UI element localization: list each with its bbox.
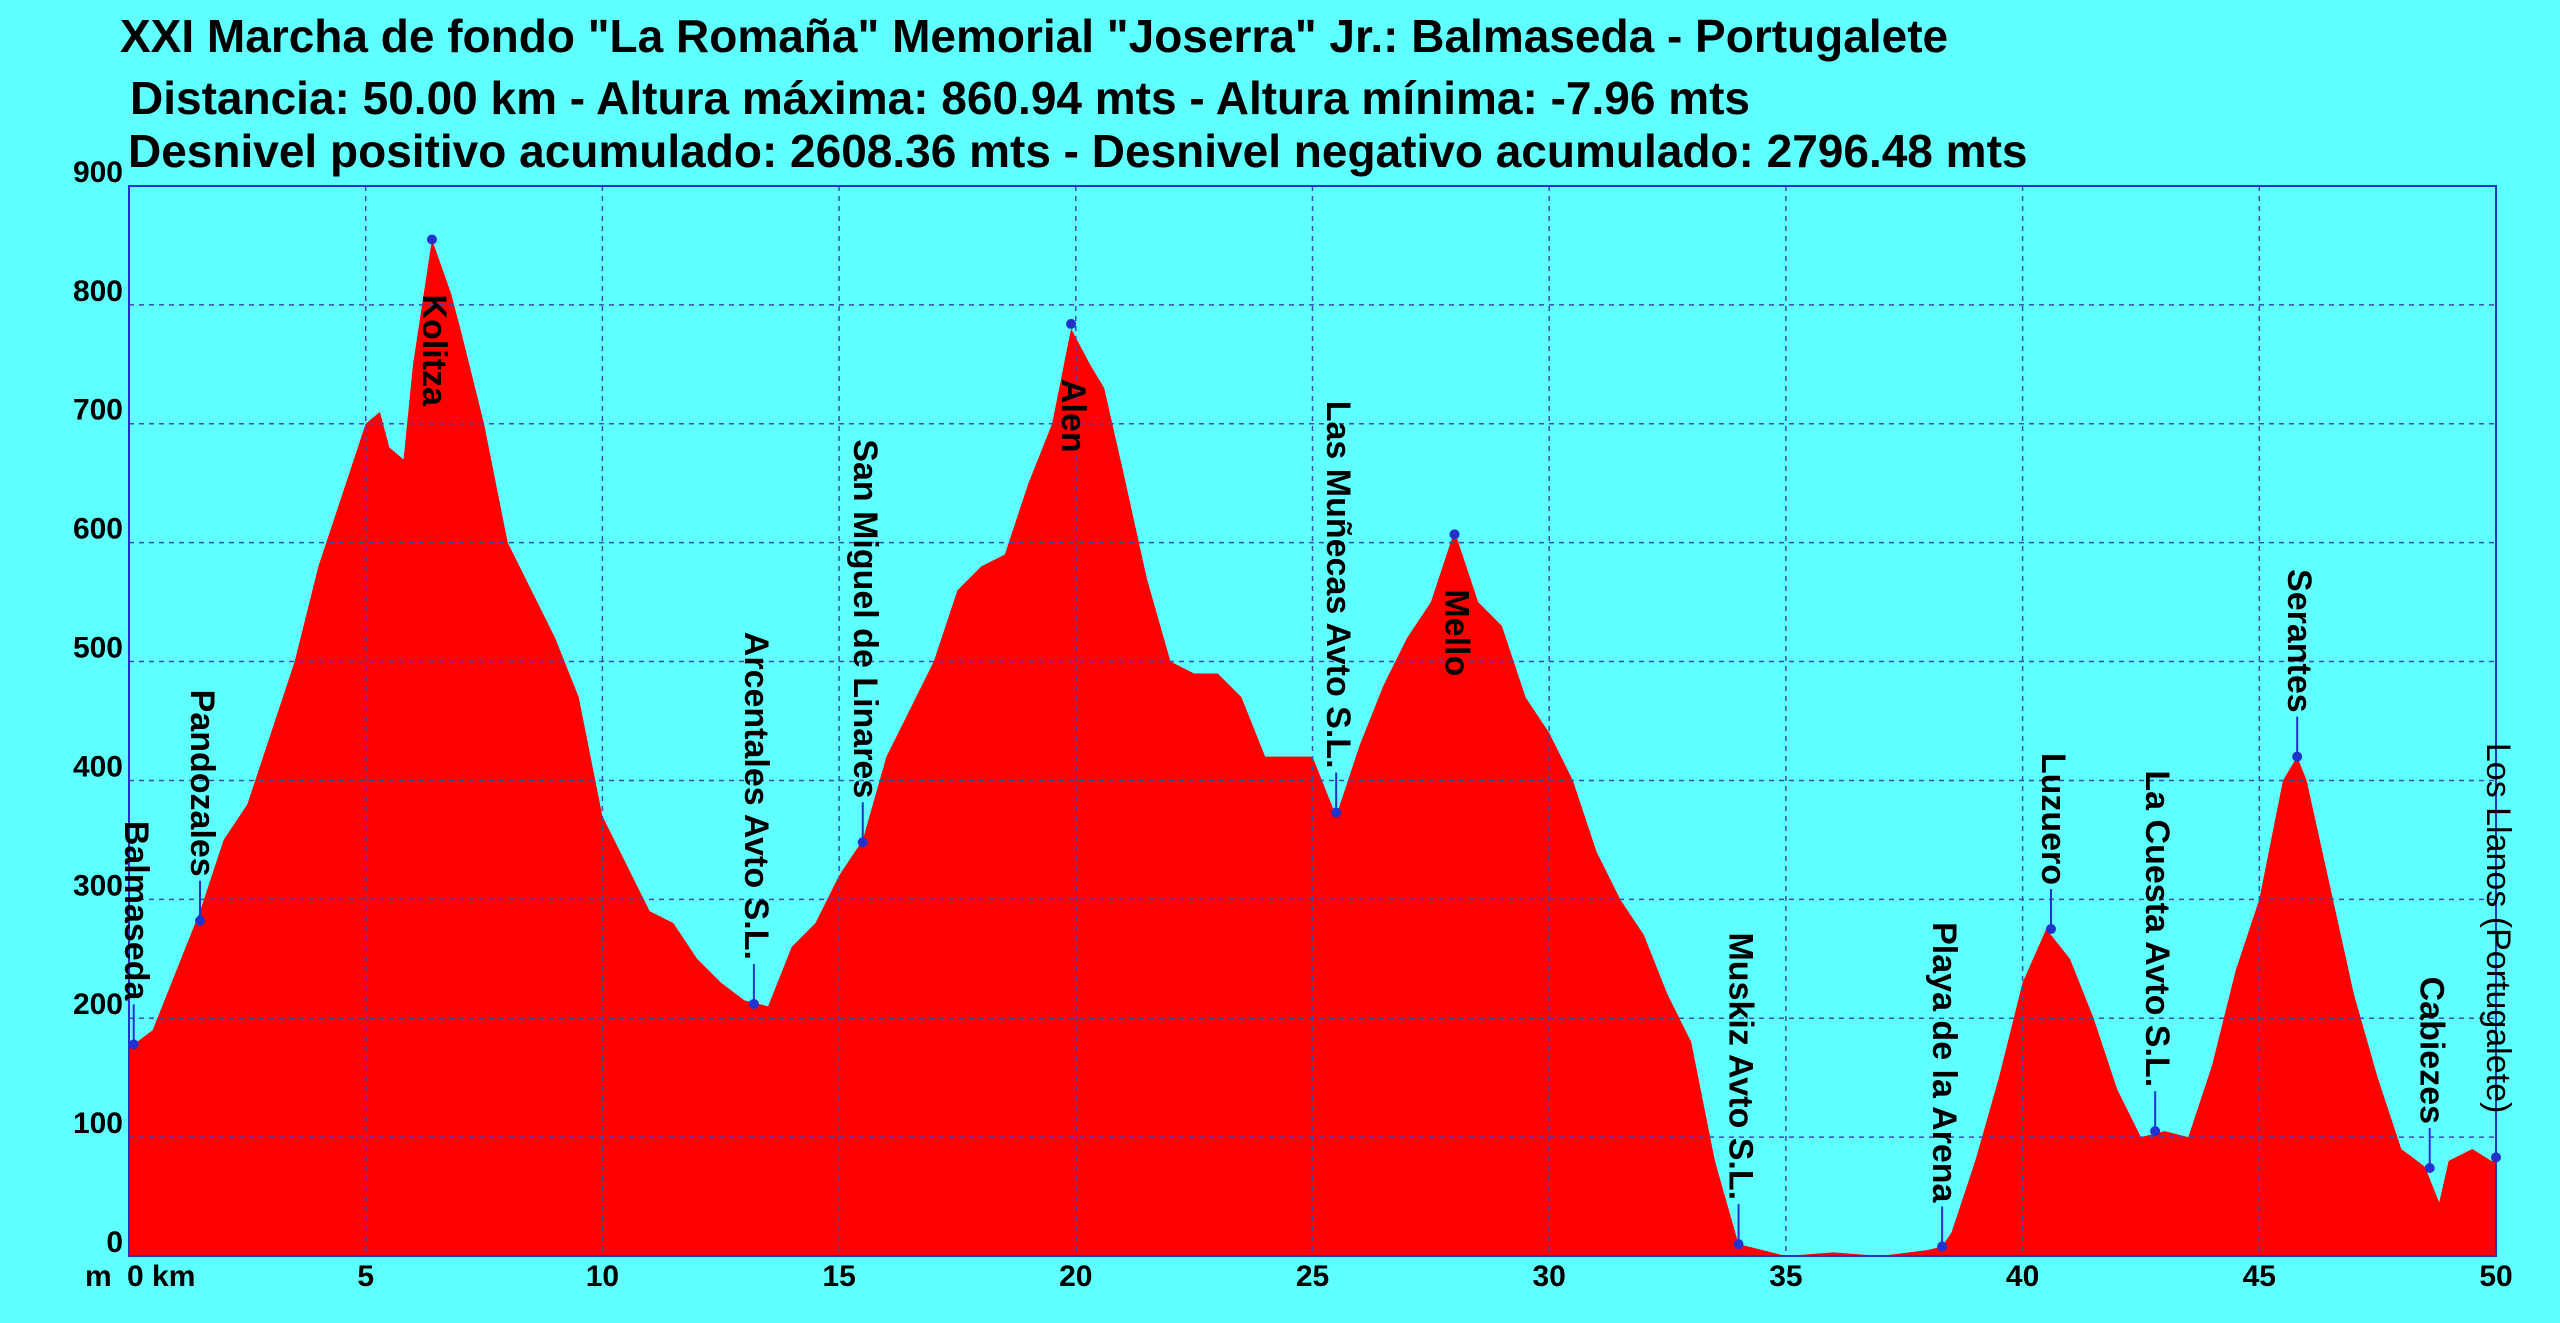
- waypoint-label: Luzuero: [2034, 753, 2072, 885]
- y-tick-label: 100: [73, 1107, 123, 1140]
- waypoint-label: Balmaseda: [117, 821, 155, 1002]
- waypoint-label: Pandozales: [183, 690, 221, 877]
- y-axis-label: m: [85, 1260, 112, 1293]
- plot-border: [128, 185, 2497, 1257]
- waypoint-label: La Cuesta Avto S.L.: [2138, 770, 2176, 1087]
- waypoint-label: Mello: [1438, 589, 1476, 676]
- waypoint-label: Arcentales Avto S.L.: [737, 632, 775, 960]
- y-tick-label: 500: [73, 631, 123, 664]
- chart-subtitle-2: Desnivel positivo acumulado: 2608.36 mts…: [128, 125, 2027, 177]
- y-tick-label: 800: [73, 275, 123, 308]
- x-tick-label: 5: [357, 1260, 374, 1293]
- waypoint-label: San Miguel de Linares: [846, 439, 884, 798]
- waypoint-label: Kolitza: [415, 295, 453, 408]
- y-tick-label: 0: [106, 1226, 123, 1259]
- y-tick-label: 400: [73, 750, 123, 783]
- x-tick-label: 25: [1296, 1260, 1329, 1293]
- waypoint-label: Muskiz Avto S.L.: [1722, 932, 1760, 1200]
- x-tick-label: 35: [1769, 1260, 1802, 1293]
- x-tick-label: 15: [822, 1260, 855, 1293]
- x-tick-label: 20: [1059, 1260, 1092, 1293]
- waypoint-marker: [748, 998, 759, 1009]
- x-tick-label: 0 km: [127, 1260, 195, 1293]
- chart-subtitle: Distancia: 50.00 km - Altura máxima: 860…: [130, 72, 1750, 124]
- waypoint-marker: [2292, 751, 2303, 762]
- waypoint-marker: [426, 234, 437, 245]
- y-tick-label: 200: [73, 988, 123, 1021]
- y-tick-label: 600: [73, 513, 123, 546]
- waypoint-marker: [1066, 318, 1077, 329]
- waypoint-label: Alen: [1054, 379, 1092, 453]
- waypoint-marker: [195, 915, 206, 926]
- waypoint-marker: [2424, 1163, 2435, 1174]
- waypoint-label: Serantes: [2280, 569, 2318, 713]
- x-tick-label: 10: [586, 1260, 619, 1293]
- waypoint-label: Las Muñecas Avto S.L.: [1319, 401, 1357, 769]
- waypoint-label: Playa de la Arena: [1925, 922, 1963, 1203]
- x-tick-label: 40: [2006, 1260, 2039, 1293]
- y-tick-label: 300: [73, 869, 123, 902]
- x-tick-label: 50: [2479, 1260, 2512, 1293]
- waypoint-marker: [2046, 924, 2057, 935]
- elevation-area: [129, 239, 2496, 1256]
- waypoint-marker: [1331, 807, 1342, 818]
- x-tick-label: 45: [2243, 1260, 2276, 1293]
- chart-title: XXI Marcha de fondo "La Romaña" Memorial…: [120, 10, 1948, 62]
- y-tick-label: 700: [73, 394, 123, 427]
- waypoint-marker: [1937, 1241, 1948, 1252]
- waypoint-marker: [128, 1039, 139, 1050]
- y-tick-label: 900: [73, 156, 123, 189]
- waypoint-marker: [2150, 1126, 2161, 1137]
- waypoint-marker: [1733, 1239, 1744, 1250]
- waypoint-label: Los Llanos (Portugalete): [2479, 743, 2517, 1113]
- waypoint-label: Cabiezes: [2413, 977, 2451, 1124]
- waypoint-marker: [1449, 529, 1460, 540]
- waypoint-marker: [2491, 1152, 2501, 1163]
- x-tick-label: 30: [1533, 1260, 1566, 1293]
- waypoint-marker: [857, 837, 868, 848]
